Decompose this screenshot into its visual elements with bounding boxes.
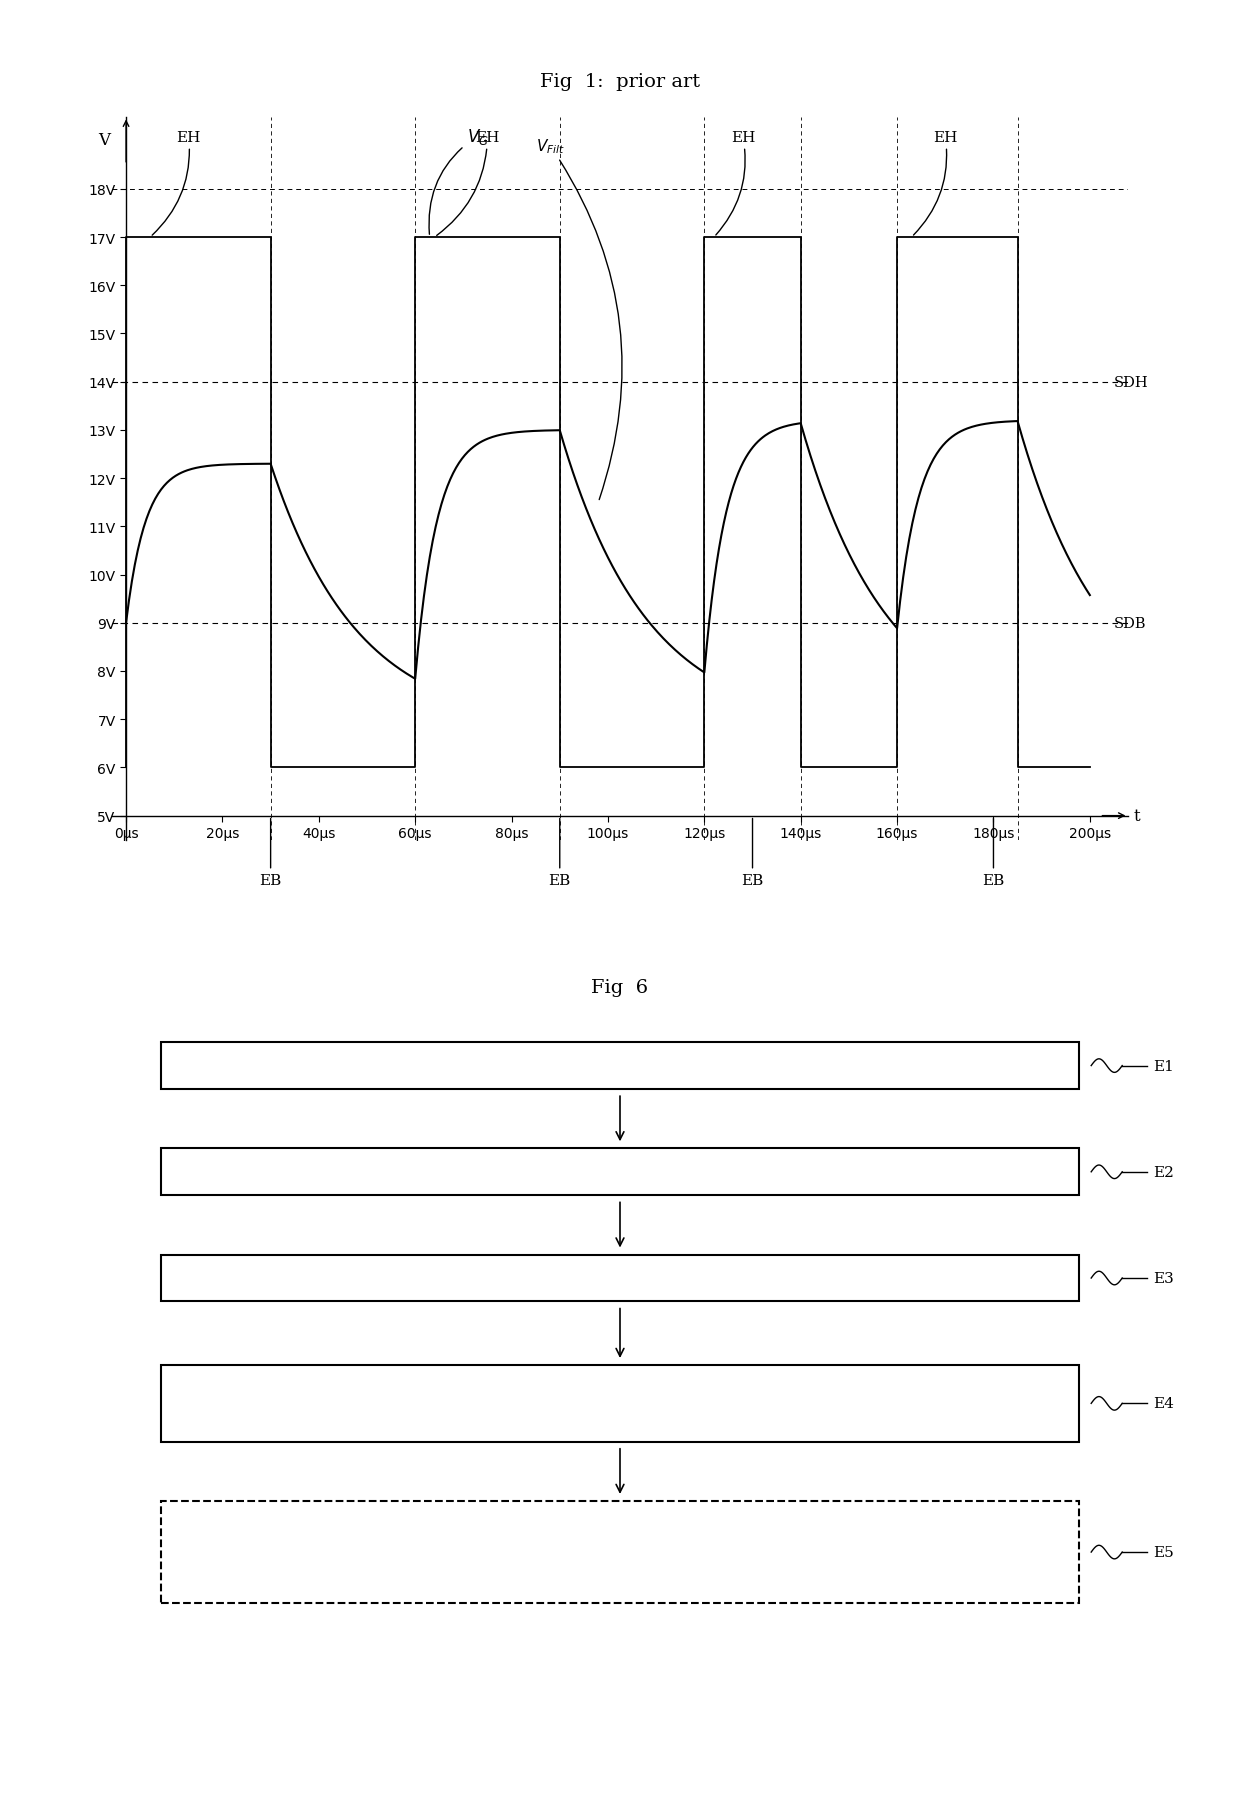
Text: EH: EH <box>153 130 201 237</box>
Text: EB: EB <box>982 819 1004 887</box>
Text: E5: E5 <box>1153 1545 1174 1559</box>
Text: EH: EH <box>914 130 957 237</box>
Text: EB: EB <box>548 819 570 887</box>
Text: E2: E2 <box>1153 1166 1174 1180</box>
Text: EB: EB <box>742 819 764 887</box>
Bar <box>161 1366 1079 1442</box>
Text: $V_{Filt}$: $V_{Filt}$ <box>536 137 622 501</box>
Title: Fig  1:  prior art: Fig 1: prior art <box>539 72 701 90</box>
Text: EB: EB <box>259 819 281 887</box>
Text: $V_G$: $V_G$ <box>429 126 489 235</box>
Bar <box>161 1502 1079 1603</box>
Text: E1: E1 <box>1153 1059 1174 1073</box>
Bar <box>161 1254 1079 1301</box>
Text: Fig  6: Fig 6 <box>591 979 649 997</box>
Bar <box>161 1043 1079 1090</box>
Text: t: t <box>1133 808 1140 824</box>
Text: E4: E4 <box>1153 1397 1174 1411</box>
Text: V: V <box>98 132 110 148</box>
Text: SDH: SDH <box>1114 376 1148 390</box>
Text: SDB: SDB <box>1114 616 1147 631</box>
Text: E3: E3 <box>1153 1272 1174 1285</box>
Text: EH: EH <box>715 130 755 237</box>
Bar <box>161 1149 1079 1196</box>
Text: EH: EH <box>436 130 500 237</box>
